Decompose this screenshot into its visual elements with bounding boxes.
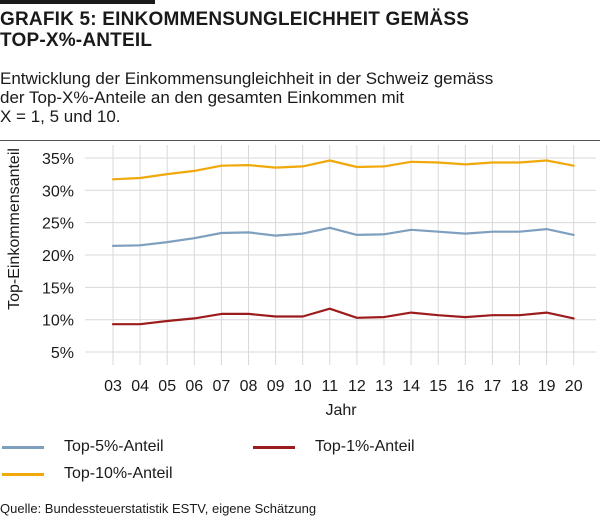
subtitle-line-1: Entwicklung der Einkommensungleichheit i… bbox=[0, 69, 494, 88]
x-tick-label: 13 bbox=[375, 378, 393, 395]
x-tick-label: 14 bbox=[402, 378, 420, 395]
y-tick-label: 5% bbox=[51, 345, 74, 362]
legend-label-top-10: Top-10%-Anteil bbox=[64, 465, 173, 482]
y-axis-ticks: 5% 10% 15% 20% 25% 30% 35% bbox=[42, 151, 74, 362]
source-note: Quelle: Bundessteuerstatistik ESTV, eige… bbox=[0, 501, 317, 516]
header-divider bbox=[0, 140, 600, 141]
x-tick-label: 19 bbox=[538, 378, 556, 395]
x-axis-ticks: 03 04 05 06 07 08 09 10 11 12 13 14 15 16 17 18 19 20 bbox=[104, 378, 583, 395]
legend-swatch-top-10 bbox=[2, 473, 44, 476]
line-chart: 5% 10% 15% 20% 25% 30% 35% 03 04 05 06 07 08 09 10 11 1… bbox=[6, 145, 596, 419]
legend-swatch-top-5 bbox=[2, 446, 44, 449]
x-tick-label: 04 bbox=[131, 378, 149, 395]
legend-label-top-5: Top-5%-Anteil bbox=[64, 438, 164, 455]
grid bbox=[85, 145, 596, 365]
y-tick-label: 10% bbox=[42, 313, 74, 330]
legend-label-top-1: Top-1%-Anteil bbox=[315, 438, 415, 455]
x-tick-label: 16 bbox=[456, 378, 474, 395]
series-line-top-5-anteil bbox=[111, 226, 575, 248]
y-tick-label: 25% bbox=[42, 216, 74, 233]
title-line-1: GRAFIK 5: EINKOMMENSUNGLEICHHEIT GEMÄSS bbox=[0, 9, 470, 30]
x-tick-label: 12 bbox=[348, 378, 366, 395]
x-tick-label: 07 bbox=[213, 378, 231, 395]
x-tick-label: 11 bbox=[321, 378, 338, 395]
x-tick-label: 05 bbox=[158, 378, 176, 395]
subtitle-line-3: X = 1, 5 und 10. bbox=[0, 107, 121, 126]
y-tick-label: 30% bbox=[42, 183, 74, 200]
series-line-top-1-anteil bbox=[111, 307, 575, 326]
series-lines bbox=[111, 159, 575, 326]
subtitle-line-2: der Top-X%-Anteile an den gesamten Einko… bbox=[0, 88, 405, 107]
x-tick-label: 18 bbox=[511, 378, 529, 395]
chart-subtitle: Entwicklung der Einkommensungleichheit i… bbox=[0, 69, 596, 126]
series-line-top-10-anteil bbox=[111, 159, 575, 181]
x-tick-label: 08 bbox=[240, 378, 258, 395]
x-tick-label: 03 bbox=[104, 378, 122, 395]
y-tick-label: 20% bbox=[42, 248, 74, 265]
title-rule bbox=[0, 0, 155, 4]
x-tick-label: 06 bbox=[185, 378, 203, 395]
legend-swatch-top-1 bbox=[253, 446, 295, 449]
x-tick-label: 09 bbox=[267, 378, 285, 395]
x-tick-label: 10 bbox=[294, 378, 312, 395]
x-tick-label: 15 bbox=[429, 378, 447, 395]
y-axis-label: Top-Einkommensanteil bbox=[6, 148, 23, 310]
chart-title: GRAFIK 5: EINKOMMENSUNGLEICHHEIT GEMÄSS … bbox=[0, 9, 596, 51]
title-line-2: TOP-X%-ANTEIL bbox=[0, 30, 153, 51]
x-tick-label: 17 bbox=[484, 378, 502, 395]
x-axis-label: Jahr bbox=[325, 402, 357, 419]
x-tick-label: 20 bbox=[565, 378, 583, 395]
y-tick-label: 35% bbox=[42, 151, 74, 168]
y-tick-label: 15% bbox=[42, 280, 74, 297]
